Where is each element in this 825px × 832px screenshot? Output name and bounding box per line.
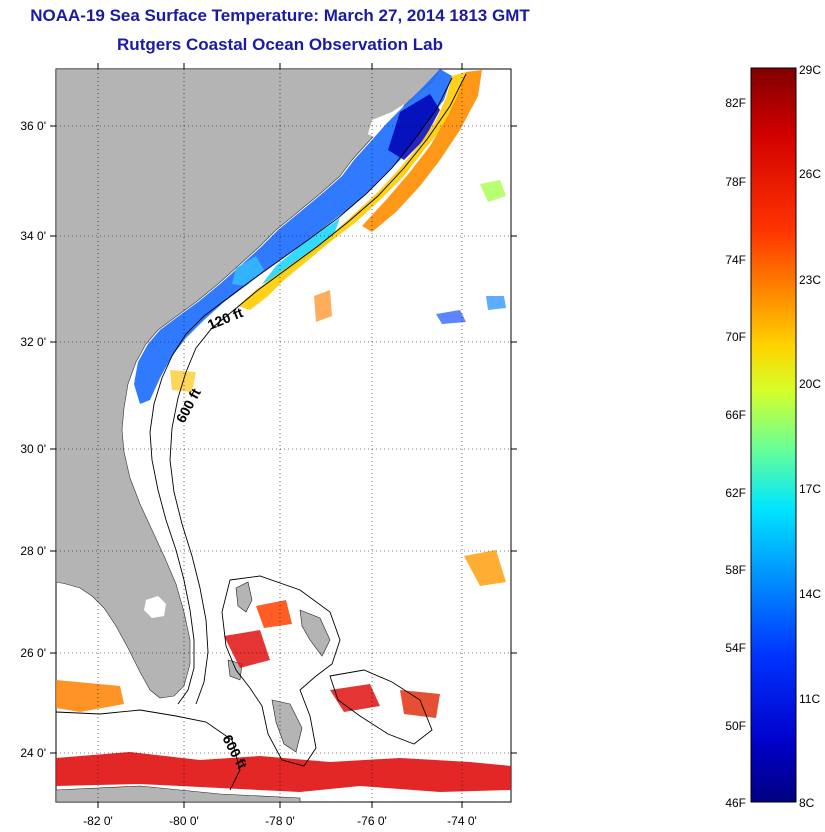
cb-c-8: 8C <box>799 796 815 810</box>
cb-f-46: 46F <box>725 796 746 810</box>
cb-f-54: 54F <box>725 641 746 655</box>
cb-f-82: 82F <box>725 96 746 110</box>
pamlico-sound <box>368 104 404 140</box>
sst-red-south <box>56 752 511 792</box>
lat-label-26: 26 0' <box>20 646 46 660</box>
cb-c-26: 26C <box>799 167 821 181</box>
cb-f-50: 50F <box>725 719 746 733</box>
cb-f-66: 66F <box>725 408 746 422</box>
lat-label-24: 24 0' <box>20 746 46 760</box>
lat-label-30: 30 0' <box>20 442 46 456</box>
lon-label-78: -78 0' <box>265 814 295 828</box>
lon-labels: -82 0' -80 0' -78 0' -76 0' -74 0' <box>83 814 477 828</box>
cb-f-74: 74F <box>725 253 746 267</box>
cb-f-78: 78F <box>725 175 746 189</box>
colorbar-fahrenheit-labels: 82F 78F 74F 70F 66F 62F 58F 54F 50F 46F <box>725 96 746 810</box>
sst-patch-blue-2 <box>486 296 506 310</box>
contour-600ft <box>169 73 467 705</box>
lon-label-80: -80 0' <box>169 814 199 828</box>
lat-label-28: 28 0' <box>20 544 46 558</box>
cb-f-62: 62F <box>725 486 746 500</box>
temperature-colorbar <box>750 67 797 803</box>
sst-patch-orange <box>464 550 506 586</box>
contour-keys <box>56 709 241 791</box>
land-bahamas-2 <box>299 609 331 657</box>
cb-f-58: 58F <box>725 563 746 577</box>
axis-ticks <box>50 63 517 808</box>
land-cuba <box>56 785 301 802</box>
colorbar-celsius-labels: 29C 26C 23C 20C 17C 14C 11C 8C <box>799 63 821 810</box>
cb-c-17: 17C <box>799 482 821 496</box>
sst-deep-blue <box>388 94 440 160</box>
cb-f-70: 70F <box>725 330 746 344</box>
contour-bahamas-2 <box>329 669 433 745</box>
contour-bahamas <box>221 575 341 767</box>
lat-label-34: 34 0' <box>20 229 46 243</box>
sst-patch-orange-3 <box>56 680 124 712</box>
sst-patch-orange-2 <box>314 290 332 322</box>
contour-120ft <box>149 77 453 705</box>
sst-shelf-cold <box>134 69 452 404</box>
cb-c-14: 14C <box>799 587 821 601</box>
lat-label-32: 32 0' <box>20 335 46 349</box>
sst-cyan-band <box>262 218 340 284</box>
sst-red-patch-2 <box>330 684 380 712</box>
lat-labels: 36 0' 34 0' 32 0' 30 0' 28 0' 26 0' 24 0… <box>20 119 46 760</box>
lon-label-74: -74 0' <box>447 814 477 828</box>
sst-red-patch-1 <box>224 630 270 668</box>
lon-label-82: -82 0' <box>83 814 113 828</box>
land-bahamas-1 <box>235 581 253 613</box>
lake-okeechobee <box>144 596 166 618</box>
lat-label-36: 36 0' <box>20 119 46 133</box>
lon-label-76: -76 0' <box>357 814 387 828</box>
cb-c-20: 20C <box>799 377 821 391</box>
map-title: NOAA-19 Sea Surface Temperature: March 2… <box>30 6 530 25</box>
sst-gulfstream-warm <box>362 70 482 232</box>
sst-red-patch-4 <box>256 600 292 628</box>
map-subtitle: Rutgers Coastal Ocean Observation Lab <box>117 35 443 54</box>
cb-c-29: 29C <box>799 63 821 77</box>
sst-cyan-band-2 <box>232 256 264 286</box>
cb-c-23: 23C <box>799 273 821 287</box>
land-bahamas-3 <box>271 699 303 753</box>
sst-patch-blue <box>436 310 466 324</box>
sst-patch-green <box>480 180 506 202</box>
land-mainland <box>56 69 441 699</box>
cb-c-11: 11C <box>799 692 820 706</box>
sst-red-patch-3 <box>400 690 440 718</box>
